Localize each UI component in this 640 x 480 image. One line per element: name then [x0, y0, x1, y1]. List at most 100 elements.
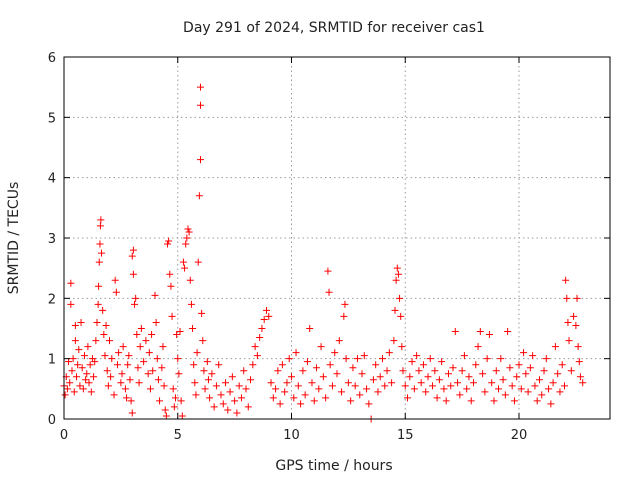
data-point [310, 397, 318, 405]
data-point [199, 337, 207, 345]
data-point [410, 385, 418, 393]
data-point [325, 288, 333, 296]
data-point [210, 403, 218, 411]
data-point [317, 343, 325, 351]
data-point [391, 306, 399, 314]
data-point [94, 300, 102, 308]
data-point [522, 370, 530, 378]
data-point [82, 376, 90, 384]
data-point [495, 385, 503, 393]
data-point [540, 367, 548, 375]
data-point [508, 382, 516, 390]
data-point [166, 270, 174, 278]
y-tick-label: 3 [48, 232, 56, 247]
data-point [70, 388, 78, 396]
data-point [195, 192, 203, 200]
data-point [564, 318, 572, 326]
data-point [67, 279, 75, 287]
data-point [144, 370, 152, 378]
data-point [65, 358, 73, 366]
data-point [338, 388, 346, 396]
data-point [110, 391, 118, 399]
data-point [169, 385, 177, 393]
data-point [244, 403, 252, 411]
data-point [128, 409, 136, 417]
data-point [233, 409, 241, 417]
data-point [294, 382, 302, 390]
data-point [524, 388, 532, 396]
data-point [499, 376, 507, 384]
data-point [95, 258, 103, 266]
data-point [253, 352, 261, 360]
data-point [115, 349, 123, 357]
data-point [113, 361, 121, 369]
data-point [447, 382, 455, 390]
data-point [561, 382, 568, 390]
data-point [479, 370, 487, 378]
data-point [224, 406, 232, 414]
data-point [444, 370, 452, 378]
data-point [488, 379, 496, 387]
data-point [504, 328, 512, 336]
data-point [134, 364, 142, 372]
y-tick-label: 6 [48, 51, 56, 66]
data-point [128, 252, 136, 260]
data-point [322, 394, 330, 402]
data-point [222, 379, 230, 387]
data-point [558, 361, 566, 369]
data-point [526, 364, 534, 372]
data-point [75, 346, 83, 354]
data-point [385, 349, 393, 357]
data-point [217, 391, 225, 399]
data-point [123, 394, 131, 402]
data-point [191, 379, 199, 387]
data-point [431, 367, 439, 375]
data-point [176, 328, 184, 336]
data-point [570, 312, 578, 320]
data-point [465, 373, 473, 381]
data-point [129, 246, 137, 254]
data-point [117, 379, 125, 387]
data-point [413, 352, 421, 360]
data-point [353, 355, 361, 363]
data-point [579, 379, 587, 387]
data-point [328, 382, 336, 390]
data-point [285, 355, 293, 363]
data-point [545, 385, 553, 393]
data-point [83, 370, 91, 378]
data-point [379, 355, 386, 363]
data-point [215, 361, 223, 369]
data-point [187, 300, 195, 308]
data-point [91, 358, 99, 366]
data-point [171, 394, 179, 402]
data-point [92, 337, 100, 345]
data-point [358, 370, 366, 378]
y-tick-label: 2 [48, 292, 56, 307]
data-point [372, 361, 380, 369]
data-point [381, 382, 389, 390]
data-point [572, 321, 580, 329]
data-point [142, 337, 150, 345]
data-point [483, 355, 491, 363]
data-point [178, 412, 186, 420]
data-point [360, 352, 368, 360]
data-point [331, 349, 339, 357]
data-point [392, 276, 400, 284]
data-point [208, 370, 216, 378]
data-point [342, 355, 350, 363]
data-point [535, 376, 543, 384]
data-point [438, 358, 446, 366]
data-point [175, 370, 183, 378]
data-point [538, 391, 546, 399]
data-point [173, 331, 181, 339]
data-point [451, 328, 459, 336]
data-point [201, 385, 209, 393]
data-point [510, 397, 518, 405]
data-point [297, 400, 305, 408]
data-point [256, 334, 264, 342]
data-point [567, 367, 575, 375]
data-point [159, 343, 167, 351]
data-point [160, 382, 168, 390]
data-point [80, 352, 88, 360]
data-point [374, 388, 382, 396]
